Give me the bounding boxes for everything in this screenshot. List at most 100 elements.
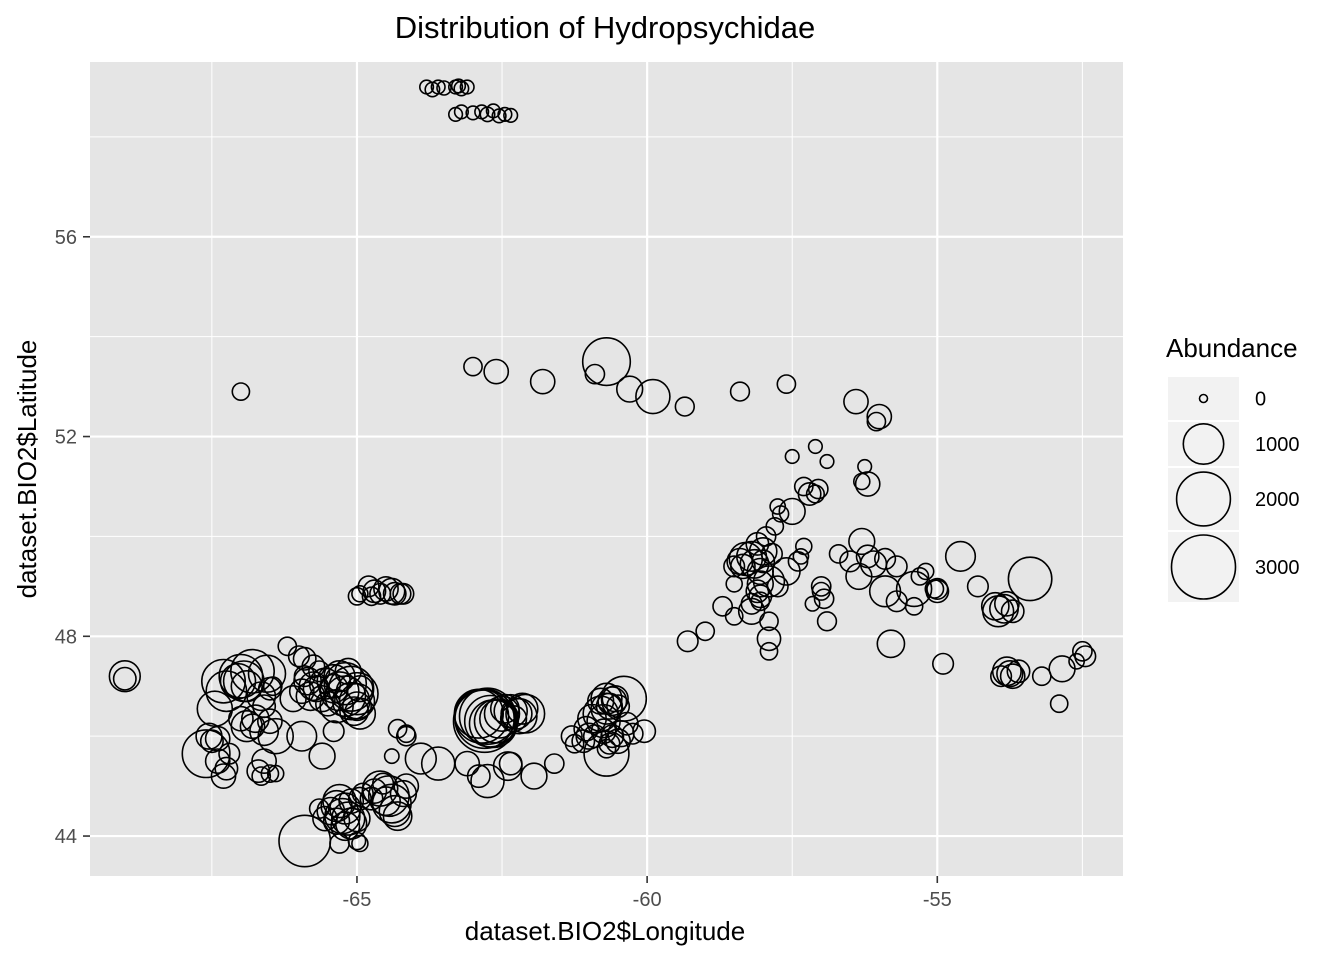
data-point: [724, 606, 744, 626]
data-point: [392, 582, 415, 605]
data-point: [866, 403, 893, 430]
data-point: [581, 337, 632, 387]
data-point: [257, 717, 295, 755]
data-point: [605, 728, 632, 755]
data-point: [351, 584, 369, 603]
data-point: [308, 684, 336, 713]
data-point: [926, 577, 949, 601]
data-point: [108, 659, 142, 693]
data-point: [845, 562, 873, 591]
data-point: [339, 696, 370, 727]
data-point: [1072, 640, 1093, 662]
data-point: [489, 693, 520, 724]
grid-major: [90, 62, 1123, 876]
data-point: [745, 579, 770, 604]
data-point: [266, 764, 285, 783]
data-point: [292, 646, 317, 671]
data-point: [210, 763, 237, 790]
data-point: [483, 358, 510, 385]
y-tick-label: 44: [55, 826, 77, 848]
data-point: [453, 80, 470, 97]
data-point: [772, 557, 801, 586]
data-point: [450, 78, 467, 94]
data-point: [453, 104, 470, 120]
data-point: [966, 575, 990, 598]
data-point: [560, 725, 583, 748]
data-point: [262, 676, 283, 697]
data-point: [1007, 556, 1053, 602]
data-point: [866, 411, 887, 432]
legend-label: 0: [1255, 389, 1266, 411]
data-point: [1006, 659, 1031, 684]
data-point: [346, 674, 374, 703]
data-point: [778, 497, 806, 526]
data-point: [393, 773, 420, 800]
data-point: [499, 704, 528, 733]
data-point: [322, 720, 345, 743]
data-point: [543, 753, 565, 775]
data-point: [204, 725, 231, 752]
data-point: [277, 636, 298, 657]
data-point: [996, 659, 1024, 688]
data-point: [301, 654, 326, 679]
data-point: [112, 666, 137, 691]
data-point: [240, 704, 270, 734]
data-point: [369, 582, 392, 605]
data-point: [583, 730, 630, 777]
data-point: [810, 576, 832, 597]
data-point: [529, 368, 556, 395]
data-point: [1074, 645, 1097, 668]
y-axis: 44 48 52 56: [55, 227, 90, 848]
data-point: [910, 567, 930, 586]
legend-label: 3000: [1255, 557, 1300, 579]
chart-title: Distribution of Hydropsychidae: [395, 10, 815, 45]
data-point: [904, 596, 924, 616]
data-point: [776, 374, 797, 395]
data-point: [621, 722, 644, 745]
data-point: [395, 725, 417, 747]
data-point: [506, 692, 539, 725]
data-point: [797, 481, 822, 506]
data-point: [483, 695, 521, 733]
data-point: [807, 438, 824, 455]
y-tick-label: 56: [55, 227, 77, 249]
legend-key-circle: [1175, 471, 1232, 527]
data-point: [463, 356, 483, 377]
x-tick-label: -60: [633, 889, 662, 911]
data-point: [828, 544, 849, 564]
data-point: [293, 665, 316, 688]
data-point: [430, 79, 446, 95]
data-point: [230, 669, 263, 703]
data-point: [1049, 694, 1069, 714]
x-axis-title: dataset.BIO2$Longitude: [465, 916, 745, 946]
data-point: [615, 375, 644, 403]
data-point: [674, 396, 695, 417]
data-point: [498, 751, 523, 776]
legend-label: 1000: [1255, 434, 1300, 456]
data-point: [676, 630, 699, 653]
data-point: [582, 724, 607, 749]
data-point: [759, 611, 779, 632]
data-point: [1068, 652, 1085, 670]
data-point: [286, 720, 318, 752]
data-point: [712, 595, 734, 617]
data-point: [459, 79, 475, 95]
data-point: [231, 382, 251, 402]
data-point: [729, 381, 751, 402]
data-point: [256, 708, 283, 735]
data-point: [584, 363, 606, 385]
data-point: [383, 748, 400, 765]
data-point: [230, 648, 276, 694]
data-point: [885, 555, 908, 578]
data-point: [1000, 599, 1025, 624]
legend-key: [1168, 422, 1239, 466]
data-point: [748, 584, 773, 609]
legend-key-circle: [1198, 393, 1209, 404]
data-point: [784, 448, 800, 465]
data-point: [330, 801, 366, 836]
data-point: [361, 586, 382, 607]
data-point: [635, 378, 671, 415]
data-point: [573, 715, 600, 742]
data-point: [260, 764, 280, 784]
